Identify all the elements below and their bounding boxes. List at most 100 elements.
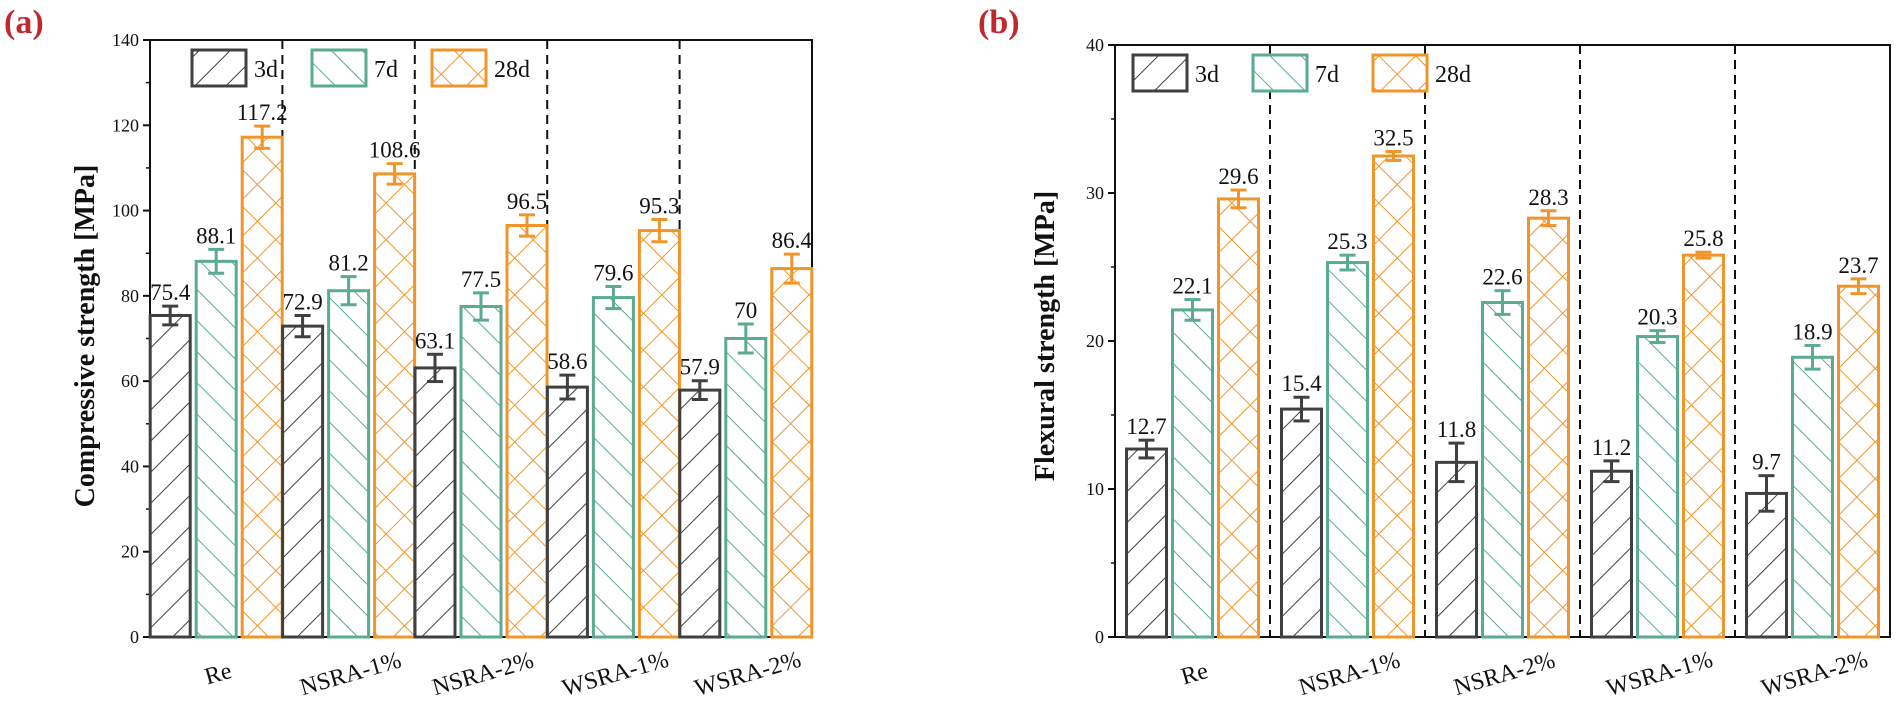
x-tick-label: WSRA-2%	[1758, 647, 1870, 702]
data-label: 88.1	[196, 223, 236, 248]
bar-7d-NSRA-1%	[327, 289, 371, 639]
data-label: 75.4	[150, 280, 191, 305]
y-tick-label: 20	[121, 542, 139, 562]
y-tick-label: 0	[130, 627, 139, 647]
data-label: 11.8	[1437, 417, 1476, 442]
bar-28d-Re	[1217, 197, 1260, 639]
data-label: 57.9	[680, 355, 720, 380]
data-label: 58.6	[547, 349, 587, 374]
data-label: 96.5	[507, 189, 547, 214]
bar-7d-NSRA-1%	[1326, 261, 1369, 639]
legend-swatch-3d	[1131, 53, 1189, 93]
bar-3d-Re	[1125, 447, 1168, 639]
x-tick-label: WSRA-1%	[559, 647, 671, 702]
data-label: 18.9	[1792, 319, 1832, 344]
bar-3d-WSRA-2%	[1745, 491, 1788, 639]
x-tick-label: NSRA-2%	[1451, 647, 1558, 701]
legend-label-28d: 28d	[1435, 62, 1471, 88]
data-label: 72.9	[282, 289, 322, 314]
bar-7d-WSRA-2%	[1791, 355, 1834, 639]
x-tick-label: NSRA-1%	[297, 647, 404, 701]
data-label: 11.2	[1592, 435, 1631, 460]
bar-3d-WSRA-1%	[1590, 469, 1633, 639]
y-axis-label: Flexural strength [MPa]	[1030, 191, 1061, 481]
legend-label-7d: 7d	[374, 57, 398, 83]
bar-28d-NSRA-2%	[505, 223, 549, 639]
bar-28d-WSRA-2%	[1837, 284, 1880, 639]
bar-7d-Re	[1171, 308, 1214, 639]
y-axis-label: Compressive strength [MPa]	[70, 165, 101, 508]
legend-label-3d: 3d	[1195, 62, 1219, 88]
data-label: 22.6	[1482, 265, 1522, 290]
flexural-strength-chart: (b) Flexural strength [MPa] 0 10 20 30 40 12.…	[978, 4, 1891, 702]
data-label: 117.2	[237, 100, 288, 125]
legend-label-7d: 7d	[1315, 62, 1339, 88]
bar-7d-WSRA-1%	[591, 296, 635, 639]
plot-area: 0 10 20 30 40 12.7 22.1 29.6 Re 15.4 25.3 32.5 NSRA-…	[1086, 35, 1891, 702]
bar-3d-NSRA-2%	[1435, 460, 1478, 639]
y-tick-label: 30	[1086, 183, 1104, 203]
y-tick-label: 40	[1086, 35, 1104, 55]
legend-label-28d: 28d	[494, 57, 530, 83]
bar-28d-NSRA-2%	[1527, 216, 1570, 639]
y-tick-label: 100	[112, 201, 139, 221]
data-label: 29.6	[1218, 164, 1258, 189]
bar-28d-NSRA-1%	[373, 172, 417, 639]
legend: 3d 7d 28d	[190, 48, 530, 88]
y-tick-label: 20	[1086, 331, 1104, 351]
data-label: 23.7	[1838, 253, 1878, 278]
legend-swatch-28d	[430, 48, 488, 88]
bar-3d-WSRA-2%	[678, 388, 722, 639]
data-label: 81.2	[328, 251, 368, 276]
x-tick-label: WSRA-2%	[692, 647, 804, 702]
data-label: 86.4	[772, 228, 813, 253]
bar-7d-NSRA-2%	[459, 305, 503, 639]
x-tick-label: Re	[1178, 658, 1211, 690]
data-label: 9.7	[1752, 450, 1781, 475]
bar-28d-WSRA-2%	[770, 267, 814, 639]
bar-7d-WSRA-2%	[724, 337, 768, 639]
bar-3d-NSRA-1%	[281, 324, 325, 639]
bar-28d-Re	[240, 135, 284, 639]
data-label: 32.5	[1373, 126, 1413, 151]
data-label: 25.8	[1683, 226, 1723, 251]
data-label: 25.3	[1327, 229, 1367, 254]
y-tick-label: 10	[1086, 479, 1104, 499]
legend-swatch-3d	[190, 48, 248, 88]
data-label: 70	[734, 298, 757, 323]
bar-28d-WSRA-1%	[1682, 253, 1725, 639]
y-tick-label: 40	[121, 456, 139, 476]
bar-3d-NSRA-1%	[1280, 407, 1323, 639]
bar-7d-WSRA-1%	[1636, 335, 1679, 639]
y-tick-label: 120	[112, 115, 139, 135]
y-tick-label: 60	[121, 371, 139, 391]
bar-3d-NSRA-2%	[413, 366, 457, 639]
panel-label-a: (a)	[4, 4, 44, 41]
data-label: 12.7	[1126, 414, 1166, 439]
data-label: 108.6	[369, 138, 421, 163]
bar-28d-NSRA-1%	[1372, 154, 1415, 639]
data-label: 95.3	[639, 194, 679, 219]
x-tick-label: Re	[202, 658, 235, 690]
legend-swatch-28d	[1371, 53, 1429, 93]
data-label: 63.1	[415, 328, 455, 353]
legend: 3d 7d 28d	[1131, 53, 1471, 93]
bar-7d-NSRA-2%	[1481, 301, 1524, 639]
y-tick-label: 0	[1095, 627, 1104, 647]
panel-label-b: (b)	[978, 4, 1020, 41]
data-label: 77.5	[461, 267, 501, 292]
bar-3d-WSRA-1%	[545, 385, 589, 639]
plot-area: 0 20 40 60 80 100 120 140 75.4 88.1 117.2 Re 72.981.…	[112, 30, 814, 702]
bar-7d-Re	[194, 259, 238, 639]
legend-label-3d: 3d	[254, 57, 278, 83]
data-label: 20.3	[1637, 305, 1677, 330]
x-tick-label: NSRA-1%	[1296, 647, 1403, 701]
legend-swatch-7d	[310, 48, 368, 88]
data-label: 22.1	[1172, 274, 1212, 299]
x-tick-label: NSRA-2%	[429, 647, 536, 701]
data-label: 15.4	[1281, 371, 1322, 396]
bar-28d-WSRA-1%	[637, 229, 681, 639]
bar-3d-Re	[148, 313, 192, 639]
compressive-strength-chart: (a) Compressive strength [MPa] 0 20 40 60 80…	[4, 4, 814, 702]
